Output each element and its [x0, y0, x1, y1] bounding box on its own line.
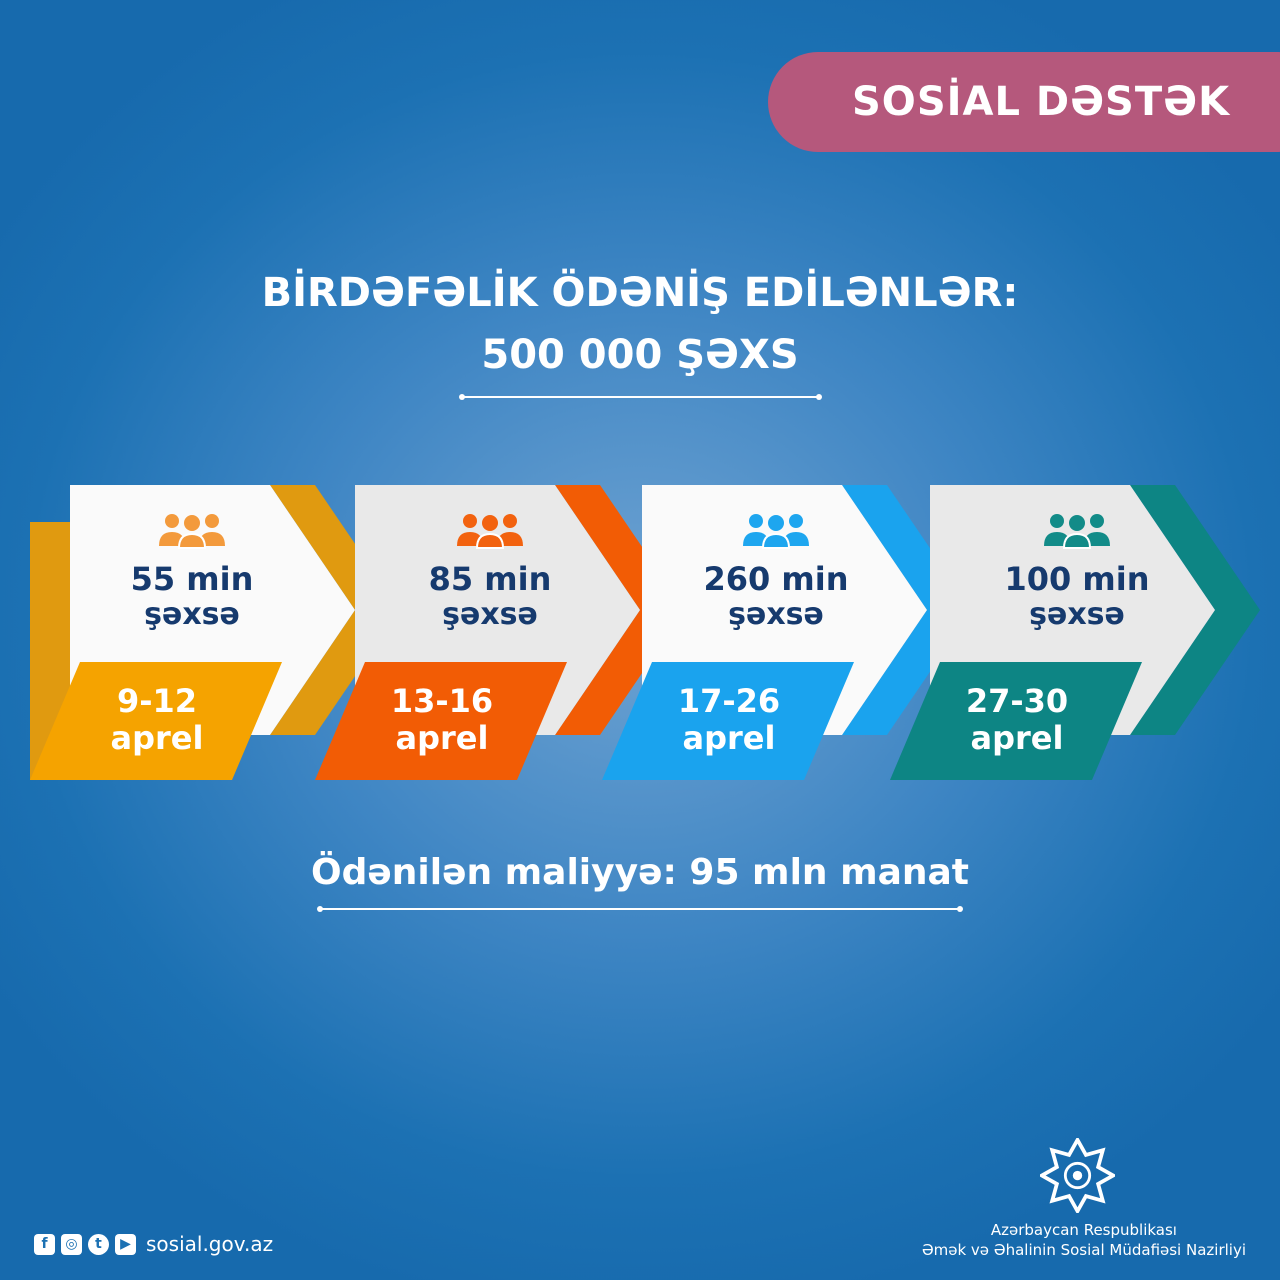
date-month: aprel	[970, 719, 1064, 757]
date-tab	[602, 662, 854, 780]
period-count: 260 min şəxsə	[656, 560, 896, 632]
headline-total: 500 000 ŞƏXS	[481, 332, 799, 378]
date-month: aprel	[682, 719, 776, 757]
twitter-icon[interactable]: t	[88, 1233, 109, 1255]
divider	[317, 906, 963, 912]
finance-total: Ödənilən maliyyə: 95 mln manat	[310, 852, 970, 893]
count-unit: şəxsə	[728, 597, 824, 632]
ministry-name: Azərbaycan Respublikası Əmək və Əhalinin…	[922, 1220, 1246, 1260]
period-dates: 27-30 aprel	[917, 683, 1117, 757]
period-count: 55 min şəxsə	[72, 560, 312, 632]
date-month: aprel	[110, 719, 204, 757]
period-count: 100 min şəxsə	[957, 560, 1197, 632]
people-group-icon	[1044, 514, 1110, 549]
count-unit: şəxsə	[1029, 597, 1125, 632]
count-value: 260 min	[703, 560, 849, 598]
people-group-icon	[457, 514, 523, 549]
facebook-icon[interactable]: f	[34, 1233, 55, 1255]
people-group-icon	[159, 514, 225, 549]
date-tab	[890, 662, 1142, 780]
date-range: 27-30	[965, 682, 1069, 720]
timeline-graphic	[30, 485, 1260, 780]
count-value: 55 min	[130, 560, 254, 598]
date-range: 9-12	[116, 682, 198, 720]
date-range: 17-26	[677, 682, 781, 720]
instagram-icon[interactable]: ◎	[61, 1233, 82, 1255]
org-line-1: Azərbaycan Respublikası	[990, 1221, 1177, 1239]
social-links: f ◎ t ▶ sosial.gov.az	[34, 1232, 273, 1256]
period-dates: 13-16 aprel	[342, 683, 542, 757]
website-link[interactable]: sosial.gov.az	[146, 1232, 274, 1256]
date-range: 13-16	[390, 682, 494, 720]
count-unit: şəxsə	[442, 597, 538, 632]
period-dates: 17-26 aprel	[629, 683, 829, 757]
count-value: 100 min	[1004, 560, 1150, 598]
headline-title: BİRDƏFƏLİK ÖDƏNİŞ EDİLƏNLƏR:	[261, 270, 1019, 316]
ministry-logo	[1040, 1138, 1115, 1213]
divider	[459, 394, 822, 400]
chevron-stripe	[1130, 485, 1260, 735]
period-count: 85 min şəxsə	[370, 560, 610, 632]
youtube-icon[interactable]: ▶	[115, 1233, 136, 1255]
count-value: 85 min	[428, 560, 552, 598]
org-line-2: Əmək və Əhalinin Sosial Müdafiəsi Nazirl…	[921, 1241, 1246, 1259]
date-tab	[30, 662, 282, 780]
date-tab	[315, 662, 567, 780]
section-badge: SOSİAL DƏSTƏK	[768, 52, 1280, 152]
date-month: aprel	[395, 719, 489, 757]
people-group-icon	[743, 514, 809, 549]
count-unit: şəxsə	[144, 597, 240, 632]
period-dates: 9-12 aprel	[57, 683, 257, 757]
